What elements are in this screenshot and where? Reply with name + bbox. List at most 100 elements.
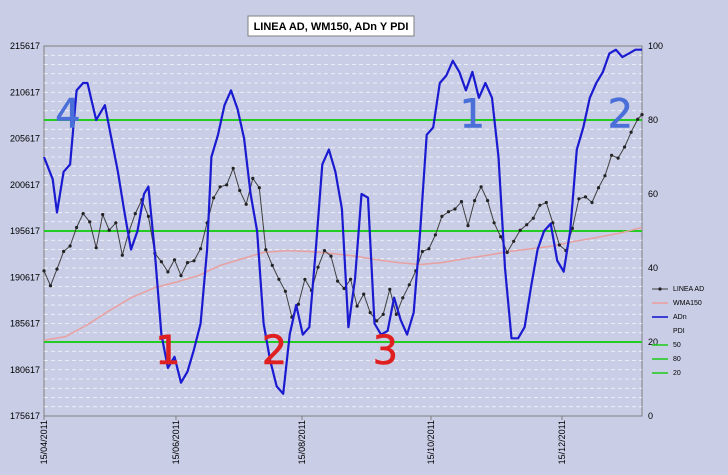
linea-ad-point <box>48 284 53 288</box>
linea-ad-point <box>381 312 385 316</box>
linea-ad-point <box>440 214 444 218</box>
y-left-tick-label: 190617 <box>10 272 40 282</box>
y-left-tick-label: 215617 <box>10 41 40 51</box>
y-left-tick-label: 185617 <box>10 319 40 329</box>
linea-ad-point <box>159 260 163 264</box>
linea-ad-point <box>388 287 392 291</box>
linea-ad-point <box>199 247 203 251</box>
linea-ad-point <box>492 221 496 225</box>
linea-ad-point <box>94 246 98 250</box>
linea-ad-point <box>368 311 372 315</box>
annotations: 4 1 2 3 1 2 <box>55 91 633 374</box>
linea-ad-point <box>375 319 379 323</box>
linea-ad-point <box>185 261 190 265</box>
linea-ad-point <box>544 200 548 205</box>
linea-ad-point <box>473 199 477 203</box>
legend-label: 80 <box>673 356 681 363</box>
linea-ad-point <box>486 199 490 203</box>
y-left-tick-label: 195617 <box>10 226 40 236</box>
linea-ad-point <box>433 233 437 237</box>
legend-item: WMA150 <box>652 300 702 307</box>
linea-ad-point <box>479 185 483 189</box>
linea-ad-point <box>616 156 620 160</box>
linea-ad-point <box>133 212 137 216</box>
annotation-label: 2 <box>608 91 633 137</box>
annotation-label: 4 <box>55 91 80 137</box>
linea-ad-point <box>570 226 575 230</box>
annotation-label: 3 <box>373 328 398 374</box>
legend-item: 80 <box>652 356 681 363</box>
adn-line <box>42 48 642 395</box>
x-tick-label: 15/04/2011 <box>39 420 49 464</box>
linea-ad-point <box>62 249 66 254</box>
linea-ad-point <box>322 249 327 253</box>
wma150-series <box>43 226 643 342</box>
linea-ad-point <box>355 304 359 308</box>
annotation-label: 1 <box>155 328 180 374</box>
legend-item: 50 <box>652 342 681 349</box>
linea-ad-point <box>590 200 594 205</box>
linea-ad-point <box>336 279 340 283</box>
linea-ad-point <box>179 274 183 278</box>
y-left-tick-label: 200617 <box>10 180 40 190</box>
linea-ad-point <box>277 277 281 281</box>
linea-ad-point <box>68 244 72 248</box>
linea-ad-point <box>466 224 470 228</box>
linea-ad-point <box>577 197 581 201</box>
linea-ad-point <box>636 117 640 121</box>
y-right-tick-label: 0 <box>648 411 653 421</box>
y-left-tick-label: 210617 <box>10 87 40 97</box>
chart-title: LINEA AD, WM150, ADn Y PDI <box>247 15 415 37</box>
y-right-tick-label: 20 <box>648 337 658 347</box>
linea-ad-point <box>557 243 562 247</box>
legend-item: PDI <box>673 328 685 335</box>
linea-ad-point <box>640 113 644 117</box>
linea-ad-point <box>531 216 535 220</box>
linea-ad-point <box>257 186 261 190</box>
linea-ad-point <box>446 210 451 214</box>
linea-ad-point <box>453 207 457 211</box>
linea-ad-point <box>623 145 627 149</box>
linea-ad-point <box>610 153 614 157</box>
x-tick-label: 15/12/2011 <box>557 420 567 464</box>
x-tick-label: 15/06/2011 <box>171 420 181 464</box>
linea-ad-point <box>512 239 516 243</box>
linea-ad-point <box>303 277 307 281</box>
linea-ad-point <box>596 186 601 190</box>
linea-ad-point <box>505 250 509 254</box>
linea-ad-point <box>212 196 216 200</box>
linea-ad-point <box>401 296 405 300</box>
annotation-label: 1 <box>460 91 485 137</box>
linea-ad-point <box>551 221 555 225</box>
adn-series <box>42 48 642 395</box>
linea-ad-point <box>172 258 177 262</box>
y-right-tick-label: 100 <box>648 41 663 51</box>
linea-ad-point <box>583 195 588 199</box>
linea-ad-point <box>283 289 287 293</box>
x-axis: 15/04/2011 15/06/2011 15/08/2011 15/10/2011… <box>39 416 567 464</box>
linea-ad-point <box>342 286 346 291</box>
legend-label: 20 <box>673 370 681 377</box>
linea-ad-point <box>264 248 268 252</box>
y-axis-right: 0 20 40 60 80 100 <box>648 41 663 421</box>
linea-ad-point <box>407 283 411 287</box>
y-left-tick-label: 175617 <box>10 411 40 421</box>
legend-item: ADn <box>652 314 687 321</box>
legend-label: WMA150 <box>673 300 702 307</box>
linea-ad-point <box>362 292 366 296</box>
linea-ad-point <box>629 130 633 134</box>
linea-ad-point <box>88 220 92 224</box>
linea-ad-point <box>146 214 150 218</box>
linea-ad-point <box>538 203 542 207</box>
linea-ad-point <box>114 221 118 225</box>
linea-ad-point <box>192 259 196 263</box>
linea-ad-point <box>518 228 522 232</box>
linea-ad-point <box>316 265 320 269</box>
y-right-tick-label: 40 <box>648 263 658 273</box>
y-left-tick-label: 180617 <box>10 365 40 375</box>
legend-label: PDI <box>673 328 685 335</box>
y-right-tick-label: 60 <box>648 189 658 199</box>
linea-ad-point <box>296 302 300 306</box>
x-tick-label: 15/08/2011 <box>297 420 307 464</box>
